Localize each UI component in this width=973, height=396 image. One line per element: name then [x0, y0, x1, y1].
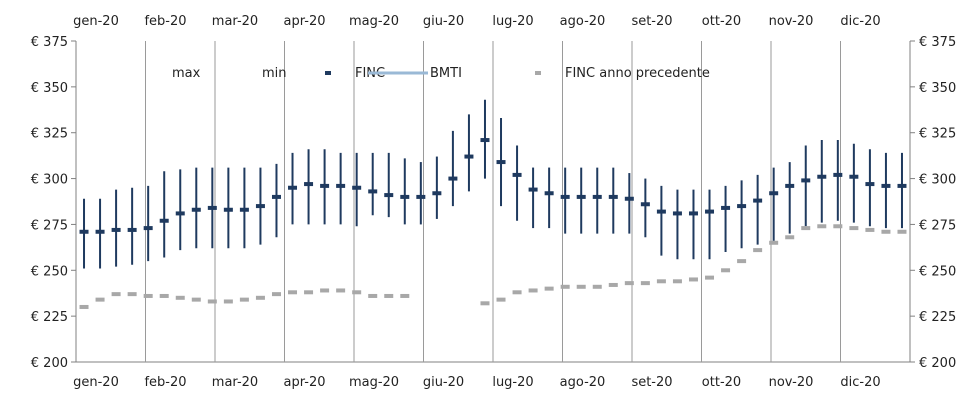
month-label-top: ago-20 — [560, 14, 606, 29]
month-label-top: apr-20 — [284, 14, 326, 29]
month-label-bottom: ott-20 — [702, 375, 741, 390]
month-label-top: lug-20 — [492, 14, 533, 29]
month-label-top: gen-20 — [73, 14, 119, 29]
month-label-top: set-20 — [631, 14, 672, 29]
legend-label: BMTI — [430, 66, 462, 81]
y-tick-label-left: € 225 — [31, 310, 68, 325]
y-tick-label-right: € 375 — [919, 35, 956, 50]
month-label-bottom: nov-20 — [769, 375, 814, 390]
month-label-bottom: dic-20 — [840, 375, 880, 390]
y-tick-label-right: € 350 — [919, 81, 956, 96]
y-tick-label-right: € 200 — [919, 356, 956, 371]
month-label-top: ott-20 — [702, 14, 741, 29]
month-label-bottom: giu-20 — [423, 375, 464, 390]
y-tick-label-right: € 275 — [919, 218, 956, 233]
month-label-bottom: mar-20 — [212, 375, 258, 390]
legend-label: FINC anno precedente — [565, 66, 710, 81]
month-label-bottom: apr-20 — [284, 375, 326, 390]
y-tick-label-right: € 325 — [919, 127, 956, 142]
y-tick-label-left: € 200 — [31, 356, 68, 371]
month-label-bottom: set-20 — [631, 375, 672, 390]
y-tick-label-right: € 225 — [919, 310, 956, 325]
month-label-top: mag-20 — [349, 14, 399, 29]
month-label-top: nov-20 — [769, 14, 814, 29]
month-label-bottom: lug-20 — [492, 375, 533, 390]
legend-label: min — [262, 66, 287, 81]
y-tick-label-left: € 300 — [31, 173, 68, 188]
month-label-top: dic-20 — [840, 14, 880, 29]
y-tick-label-right: € 250 — [919, 264, 956, 279]
y-tick-label-right: € 300 — [919, 173, 956, 188]
month-label-bottom: feb-20 — [144, 375, 186, 390]
legend-label: max — [172, 66, 201, 81]
month-label-bottom: gen-20 — [73, 375, 119, 390]
y-tick-label-left: € 375 — [31, 35, 68, 50]
month-label-top: mar-20 — [212, 14, 258, 29]
month-label-top: giu-20 — [423, 14, 464, 29]
month-label-bottom: mag-20 — [349, 375, 399, 390]
y-tick-label-left: € 275 — [31, 218, 68, 233]
y-tick-label-left: € 325 — [31, 127, 68, 142]
y-tick-label-left: € 250 — [31, 264, 68, 279]
month-label-top: feb-20 — [144, 14, 186, 29]
month-label-bottom: ago-20 — [560, 375, 606, 390]
y-tick-label-left: € 350 — [31, 81, 68, 96]
